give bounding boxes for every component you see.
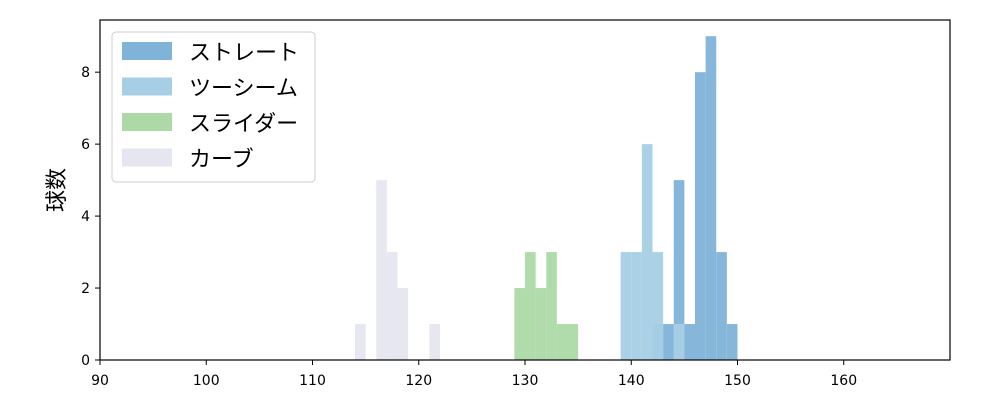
legend-label: スライダー xyxy=(189,112,298,137)
histogram-bar xyxy=(673,324,685,360)
histogram-bar xyxy=(376,180,387,360)
histogram-bar xyxy=(514,288,525,360)
histogram-bar xyxy=(631,252,642,360)
histogram-bar xyxy=(546,252,557,360)
y-tick-label: 6 xyxy=(81,137,90,153)
histogram-bar xyxy=(386,252,398,360)
histogram-bar xyxy=(705,36,717,360)
x-tick-label: 160 xyxy=(830,373,857,389)
bars-layer xyxy=(355,36,738,360)
x-axis: 90 100 110 120 130 140 150 160 xyxy=(91,360,857,389)
y-tick-label: 8 xyxy=(81,65,90,81)
x-tick-label: 130 xyxy=(512,373,539,389)
legend-label: ツーシーム xyxy=(189,77,298,102)
histogram-bar xyxy=(525,252,536,360)
histogram-bar xyxy=(663,324,674,360)
x-tick-label: 140 xyxy=(618,373,645,389)
histogram-bar xyxy=(684,324,695,360)
histogram-bar xyxy=(429,324,440,360)
x-tick-label: 100 xyxy=(193,373,220,389)
histogram-bar xyxy=(673,180,685,360)
histogram-bar xyxy=(620,252,632,360)
y-axis: 0 2 4 6 8 xyxy=(81,65,100,369)
y-tick-label: 4 xyxy=(81,209,90,225)
histogram-bar xyxy=(695,72,706,360)
legend-swatch xyxy=(122,148,172,167)
legend-swatch xyxy=(122,113,172,131)
y-axis-label: 球数 xyxy=(45,168,70,212)
x-tick-label: 120 xyxy=(405,373,432,389)
histogram-bar xyxy=(397,288,409,360)
x-tick-label: 90 xyxy=(91,373,109,389)
legend-label: カーブ xyxy=(189,148,254,173)
x-tick-label: 150 xyxy=(724,373,751,389)
x-tick-label: 110 xyxy=(299,373,326,389)
histogram-bar xyxy=(726,324,738,360)
histogram-bar xyxy=(716,252,727,360)
legend-swatch xyxy=(122,77,172,96)
y-tick-label: 0 xyxy=(81,353,90,369)
histogram-bar xyxy=(535,288,547,360)
histogram-bar xyxy=(652,252,664,360)
legend-swatch xyxy=(122,42,172,60)
legend-box xyxy=(111,31,316,183)
histogram-bar xyxy=(355,324,366,360)
histogram-bar xyxy=(641,144,653,360)
histogram-bar xyxy=(556,324,568,360)
legend-label: ストレート xyxy=(189,41,299,66)
y-tick-label: 2 xyxy=(81,281,90,297)
histogram-bar xyxy=(567,324,579,360)
